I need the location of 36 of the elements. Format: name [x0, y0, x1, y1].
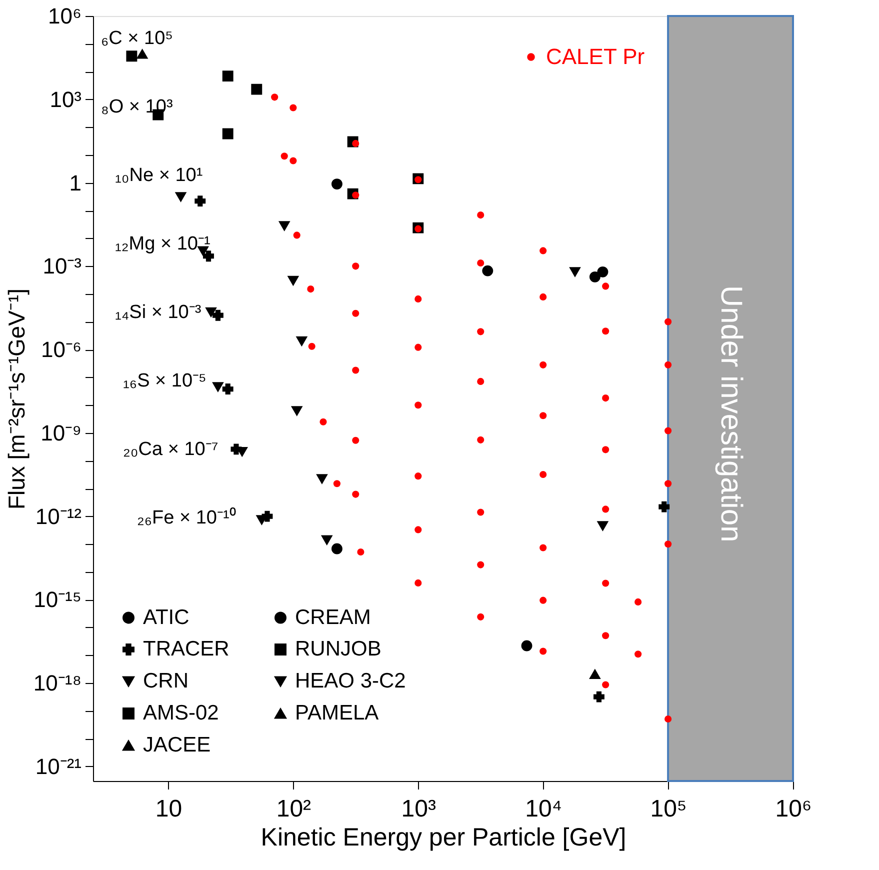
- x-tick-label: 10³: [401, 796, 436, 822]
- y-tick-label: 10⁻¹⁸: [33, 670, 82, 696]
- legend-label: HEAO 3-C2: [295, 670, 406, 692]
- x-tick-label: 10: [155, 796, 182, 822]
- annotation: ₆C × 10⁵: [101, 28, 174, 49]
- legend-label: TRACER: [143, 638, 230, 660]
- band-label: Under investigation: [714, 285, 748, 542]
- x-axis-title: Kinetic Energy per Particle [GeV]: [260, 824, 626, 852]
- legend-label: CRN: [143, 670, 188, 692]
- annotation: ₁₂Mg × 10⁻¹: [115, 234, 210, 254]
- legend-label: RUNJOB: [295, 638, 382, 660]
- y-tick-label: 1: [69, 170, 82, 196]
- y-tick-label: 10⁻¹⁵: [34, 587, 82, 612]
- x-tick-label: 10⁵: [650, 796, 687, 822]
- annotation: ₂₀Ca × 10⁻⁷: [123, 439, 218, 460]
- y-tick-label: 10⁻⁶: [40, 337, 82, 362]
- legend-label: CREAM: [295, 606, 371, 629]
- legend-label: AMS-02: [143, 702, 219, 724]
- y-axis-title: Flux [m⁻²sr⁻¹s⁻¹GeV⁻¹]: [3, 288, 30, 510]
- legend-label: CALET Pr: [546, 44, 645, 69]
- annotation: ₁₀Ne × 10¹: [115, 165, 203, 186]
- legend-label: ATIC: [143, 606, 190, 629]
- y-tick-label: 10⁻³: [42, 254, 82, 279]
- y-tick-label: 10⁶: [48, 4, 82, 28]
- legend-label: PAMELA: [295, 702, 379, 724]
- y-tick-label: 10³: [50, 86, 82, 112]
- x-tick-label: 10⁶: [775, 796, 812, 822]
- x-tick-label: 10⁴: [525, 796, 562, 822]
- legend-label: JACEE: [143, 734, 211, 756]
- y-tick-label: 10⁻²¹: [35, 754, 82, 779]
- y-tick-label: 10⁻¹²: [35, 504, 82, 529]
- annotation: ₁₆S × 10⁻⁵: [123, 370, 206, 392]
- annotation: ₁₄Si × 10⁻³: [115, 302, 202, 323]
- x-tick-label: 10²: [276, 796, 312, 822]
- y-tick-label: 10⁻⁹: [40, 420, 82, 446]
- annotation: ₂₆Fe × 10⁻¹⁰: [137, 506, 236, 528]
